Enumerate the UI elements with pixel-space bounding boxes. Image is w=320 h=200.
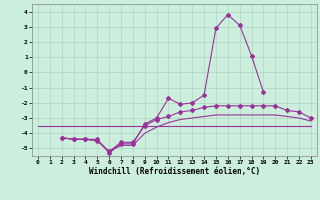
X-axis label: Windchill (Refroidissement éolien,°C): Windchill (Refroidissement éolien,°C) — [89, 167, 260, 176]
